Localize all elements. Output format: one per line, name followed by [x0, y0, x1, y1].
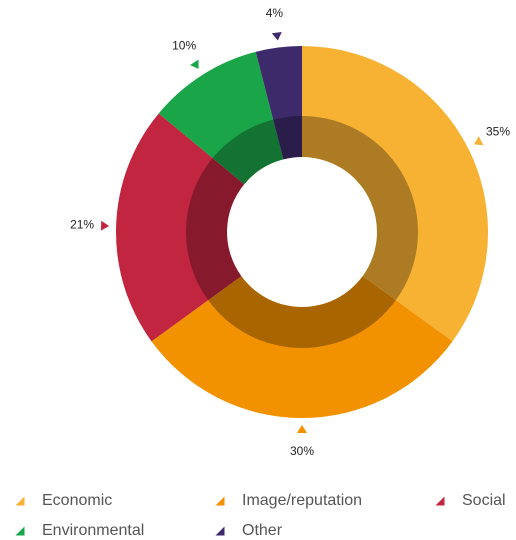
donut-segment — [116, 113, 245, 342]
donut-inner-segment — [302, 116, 418, 301]
donut-segment — [302, 46, 488, 342]
data-label: 30% — [290, 444, 314, 458]
data-label: 21% — [70, 217, 94, 231]
data-label: 4% — [266, 6, 284, 20]
data-label: 35% — [486, 124, 510, 138]
donut-inner-segment — [186, 158, 245, 301]
donut-inner-segment — [208, 276, 396, 348]
label-marker — [297, 425, 307, 433]
label-marker — [100, 220, 110, 231]
donut-inner-segment — [273, 116, 302, 160]
legend-label: Social — [462, 492, 506, 509]
donut-segment — [151, 276, 453, 419]
label-marker — [190, 59, 199, 70]
legend-label: Economic — [42, 492, 112, 509]
legend-marker — [15, 496, 25, 506]
legend-marker — [15, 526, 25, 536]
legend-label: Image/reputation — [242, 492, 362, 509]
legend-label: Environmental — [42, 522, 144, 539]
label-marker — [473, 136, 484, 146]
data-label: 10% — [172, 38, 196, 52]
donut-segment — [255, 46, 302, 160]
donut-segment — [158, 51, 284, 185]
donut-inner-segment — [212, 119, 284, 185]
legend-marker — [215, 496, 225, 506]
legend-label: Other — [242, 522, 283, 539]
legend-marker — [435, 496, 445, 506]
legend-marker — [215, 526, 225, 536]
label-marker — [271, 31, 282, 41]
